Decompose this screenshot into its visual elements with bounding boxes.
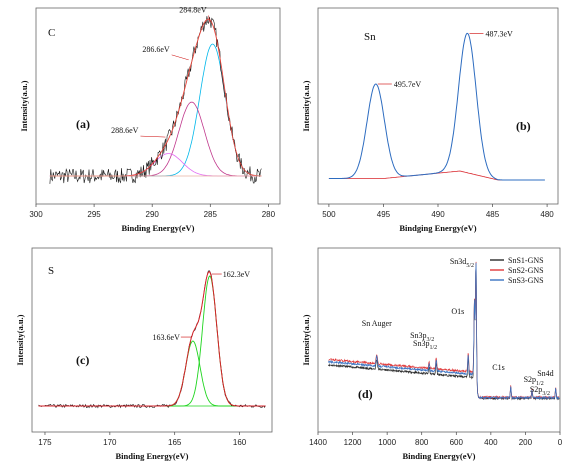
peak-label: 284.8eV	[179, 5, 207, 14]
x-tick-label: 295	[87, 210, 101, 219]
x-axis-label: Binding Energy(eV)	[122, 223, 195, 233]
x-tick-label: 490	[431, 210, 445, 219]
peak-label: 163.6eV	[153, 333, 181, 342]
x-tick-label: 800	[415, 438, 429, 447]
x-tick-label: 200	[519, 438, 533, 447]
y-axis-label: Intensity(a.u.)	[15, 314, 25, 365]
fit-envelope-line	[38, 271, 266, 407]
peak-annotation: C1s	[492, 363, 504, 372]
y-axis-label: Intensity(a.u.)	[301, 80, 311, 131]
x-tick-label: 175	[38, 438, 52, 447]
panel-label: (b)	[516, 119, 531, 133]
series-line-1	[328, 262, 560, 401]
x-tick-label: 290	[146, 210, 160, 219]
series-line-3	[328, 262, 560, 401]
element-label: Sn	[364, 31, 376, 43]
peak-annotation: Sn Auger	[362, 319, 392, 328]
panel-label: (c)	[76, 353, 89, 367]
x-tick-label: 485	[486, 210, 500, 219]
x-axis-label: Bindging Energy(eV)	[399, 223, 476, 233]
x-tick-label: 400	[484, 438, 498, 447]
y-axis-label: Intensity(a.u.)	[301, 314, 311, 365]
fit-envelope-line	[49, 18, 262, 177]
element-label: C	[48, 27, 55, 39]
plot-frame	[317, 247, 561, 433]
x-tick-label: 0	[558, 438, 563, 447]
component-curve	[38, 340, 266, 407]
x-tick-label: 480	[540, 210, 554, 219]
x-tick-label: 1400	[309, 438, 327, 447]
x-tick-label: 165	[168, 438, 182, 447]
peak-annotation: Sn3p1/2	[413, 339, 437, 351]
component-curve	[49, 43, 262, 177]
x-tick-label: 1000	[378, 438, 396, 447]
element-label: S	[48, 265, 54, 277]
legend-label: SnS2-GNS	[508, 266, 544, 275]
x-axis-label: Binding Energy(eV)	[116, 451, 189, 461]
x-tick-label: 285	[204, 210, 218, 219]
peak-label: 487.3eV	[485, 29, 513, 38]
peak-leader	[140, 135, 166, 138]
y-axis-label: Intensity(a.u.)	[19, 80, 29, 131]
x-tick-label: 300	[29, 210, 43, 219]
panel-label: (d)	[358, 387, 373, 401]
peak-label: 288.6eV	[111, 126, 139, 135]
x-axis-label: Binding Energy(eV)	[403, 451, 476, 461]
peak-annotation: Sn3p3/2	[410, 331, 434, 343]
legend-label: SnS3-GNS	[508, 276, 544, 285]
peak-label: 495.7eV	[394, 80, 422, 89]
x-tick-label: 160	[233, 438, 247, 447]
x-tick-label: 280	[262, 210, 276, 219]
raw-spectrum-line	[49, 16, 262, 184]
x-tick-label: 495	[377, 210, 391, 219]
panel-b: 500 495 490 485 480 Bindging Energy(eV) Intens…	[301, 7, 559, 233]
legend-label: SnS1-GNS	[508, 256, 544, 265]
peak-leader	[208, 15, 210, 23]
x-tick-label: 1200	[344, 438, 362, 447]
plot-frame	[31, 247, 273, 433]
x-tick-label: 500	[322, 210, 336, 219]
peak-annotation: Sn3d5/2	[450, 257, 474, 269]
panel-label: (a)	[76, 117, 90, 131]
peak-annotation: Sn4d	[537, 369, 553, 378]
peak-annotation: S2p3/2	[530, 385, 550, 397]
peak-annotation: O1s	[451, 307, 464, 316]
peak-leader	[171, 54, 189, 61]
plot-frame	[35, 7, 281, 205]
peak-annotation: S2p1/2	[524, 375, 544, 387]
spectrum-line	[328, 32, 545, 181]
panel-a: 300 295 290 285 280 Binding Energy(eV) Intensi…	[19, 5, 281, 233]
peak-label: 286.6eV	[142, 45, 170, 54]
panel-c: 175 170 165 160 Binding Energy(eV) Intensity(…	[15, 247, 273, 461]
peak-label: 162.3eV	[223, 270, 251, 279]
panel-d: 1400 1200 1000 800 600 400 200 0 Binding Energy(…	[301, 247, 563, 461]
x-tick-label: 170	[103, 438, 117, 447]
x-tick-label: 600	[450, 438, 464, 447]
